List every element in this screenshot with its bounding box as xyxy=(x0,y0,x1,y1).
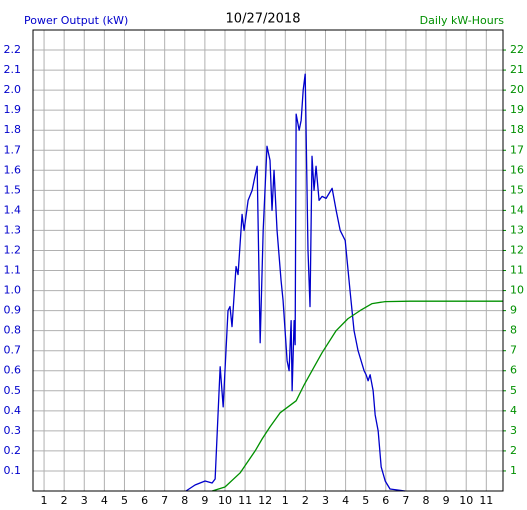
x-tick-label: 2 xyxy=(61,494,68,507)
x-tick-label: 6 xyxy=(141,494,148,507)
y2-tick-label: 14 xyxy=(510,203,524,216)
y2-tick-label: 2 xyxy=(510,444,517,457)
y-tick-label: 1.0 xyxy=(4,284,22,297)
x-tick-label: 11 xyxy=(479,494,493,507)
y2-tick-label: 22 xyxy=(510,43,524,56)
x-tick-label: 9 xyxy=(443,494,450,507)
y-tick-label: 2.0 xyxy=(4,83,22,96)
data-line xyxy=(185,73,406,492)
y2-tick-label: 21 xyxy=(510,63,524,76)
y-tick-label: 1.2 xyxy=(4,243,22,256)
y-tick-label: 0.4 xyxy=(4,404,22,417)
y2-tick-label: 5 xyxy=(510,384,517,397)
x-tick-label: 11 xyxy=(238,494,252,507)
x-tick-label: 3 xyxy=(322,494,329,507)
y2-tick-label: 19 xyxy=(510,103,524,116)
x-tick-label: 9 xyxy=(201,494,208,507)
x-tick-label: 10 xyxy=(218,494,232,507)
y-tick-label: 0.8 xyxy=(4,324,22,337)
y-tick-label: 0.5 xyxy=(4,384,22,397)
x-tick-label: 4 xyxy=(101,494,108,507)
x-tick-label: 12 xyxy=(258,494,272,507)
y2-axis-title: Daily kW-Hours xyxy=(420,14,505,27)
x-tick-label: 6 xyxy=(382,494,389,507)
y2-tick-label: 3 xyxy=(510,424,517,437)
y-tick-label: 0.2 xyxy=(4,444,22,457)
x-tick-label: 3 xyxy=(81,494,88,507)
y-tick-label: 0.1 xyxy=(4,464,22,477)
y-tick-label: 0.7 xyxy=(4,344,22,357)
y2-tick-label: 20 xyxy=(510,83,524,96)
data-line xyxy=(211,300,503,492)
plot xyxy=(185,73,503,492)
y2-tick-label: 12 xyxy=(510,243,524,256)
y-tick-label: 0.6 xyxy=(4,364,22,377)
x-tick-label: 2 xyxy=(302,494,309,507)
y2-tick-label: 16 xyxy=(510,163,524,176)
y-tick-label: 2.1 xyxy=(4,63,22,76)
y-tick-label: 2.2 xyxy=(4,43,22,56)
y-tick-label: 1.5 xyxy=(4,183,22,196)
x-tick-label: 7 xyxy=(402,494,409,507)
y2-tick-label: 18 xyxy=(510,123,524,136)
chart-title: 10/27/2018 xyxy=(226,12,301,27)
plot-border xyxy=(32,29,504,492)
x-tick-label: 4 xyxy=(342,494,349,507)
x-tick-label: 8 xyxy=(423,494,430,507)
x-tick-label: 5 xyxy=(121,494,128,507)
y-tick-label: 1.4 xyxy=(4,203,22,216)
x-tick-label: 1 xyxy=(282,494,289,507)
y-tick-label: 1.9 xyxy=(4,103,22,116)
grid: 1 2 3 4 5 6 7 8 9 10 11 12 1 2 3 4 5 6 7 8 9 10 110.10.20.30.4… xyxy=(4,30,524,507)
y-axis-title: Power Output (kW) xyxy=(24,14,128,27)
y-tick-label: 1.6 xyxy=(4,163,22,176)
y2-tick-label: 4 xyxy=(510,404,517,417)
y-tick-label: 1.7 xyxy=(4,143,22,156)
y2-tick-label: 7 xyxy=(510,344,517,357)
y2-tick-label: 8 xyxy=(510,324,517,337)
y2-tick-label: 6 xyxy=(510,364,517,377)
y2-tick-label: 15 xyxy=(510,183,524,196)
y2-tick-label: 1 xyxy=(510,464,517,477)
y-tick-label: 1.8 xyxy=(4,123,22,136)
y-tick-label: 1.1 xyxy=(4,264,22,277)
x-tick-label: 8 xyxy=(181,494,188,507)
y2-tick-label: 9 xyxy=(510,304,517,317)
y2-tick-label: 10 xyxy=(510,284,524,297)
x-tick-label: 7 xyxy=(161,494,168,507)
y2-tick-label: 13 xyxy=(510,223,524,236)
y-tick-label: 0.9 xyxy=(4,304,22,317)
y-tick-label: 0.3 xyxy=(4,424,22,437)
x-tick-label: 1 xyxy=(41,494,48,507)
x-tick-label: 10 xyxy=(459,494,473,507)
x-tick-label: 5 xyxy=(362,494,369,507)
y2-tick-label: 17 xyxy=(510,143,524,156)
y-tick-label: 1.3 xyxy=(4,223,22,236)
y2-tick-label: 11 xyxy=(510,264,524,277)
